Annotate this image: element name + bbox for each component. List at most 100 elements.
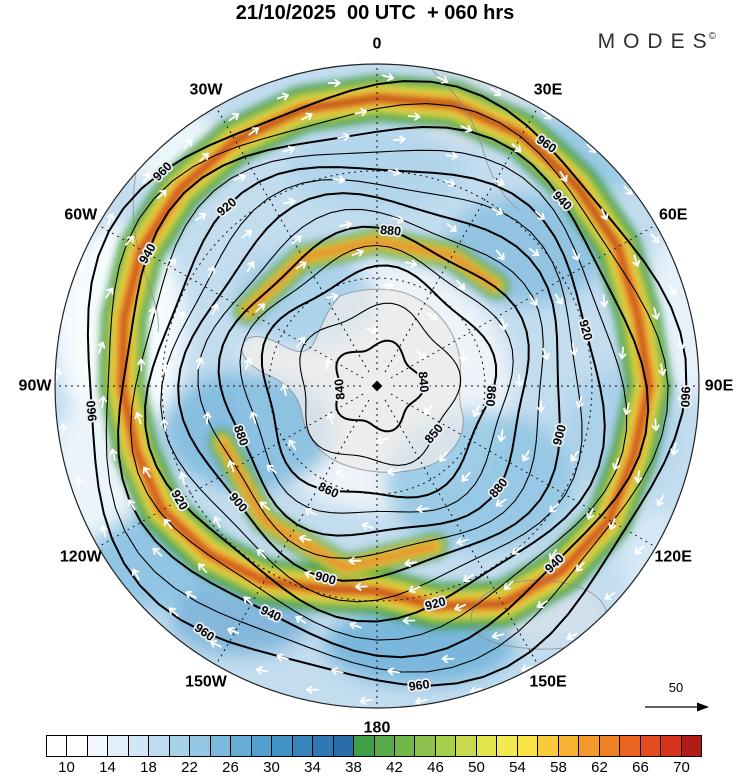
wind-arrow xyxy=(194,212,207,221)
colorbar-tick-label: 50 xyxy=(468,759,485,776)
contour-label: 840 xyxy=(332,378,348,400)
wind-arrow-glyph xyxy=(327,78,341,88)
wind-arrow xyxy=(197,563,208,574)
wind-arrow-glyph xyxy=(148,307,157,320)
wind-arrow xyxy=(423,404,434,415)
colorbar-cell xyxy=(251,736,273,756)
longitude-label: 30E xyxy=(534,81,563,98)
wind-arrow xyxy=(566,632,579,641)
wind-arrow-glyph xyxy=(541,347,550,360)
wind-arrow-glyph xyxy=(586,507,595,520)
wind-arrow-glyph xyxy=(548,548,557,561)
wind-arrow-glyph xyxy=(436,76,449,84)
wind-arrow-glyph xyxy=(387,467,400,476)
wind-arrow-glyph xyxy=(499,317,508,331)
wind-arrow xyxy=(570,450,579,462)
wind-arrow xyxy=(301,112,313,121)
wind-arrow xyxy=(623,185,633,196)
wind-arrow-glyph xyxy=(304,570,317,579)
colorbar-tick-label: 14 xyxy=(99,759,116,776)
wind-arrow xyxy=(298,534,312,543)
wind-arrow xyxy=(402,616,416,625)
wind-arrow-glyph xyxy=(554,293,563,305)
wind-arrow-glyph xyxy=(404,559,417,568)
wind-arrow xyxy=(612,457,621,471)
longitude-label: 0 xyxy=(373,36,382,53)
wind-arrow-glyph xyxy=(259,501,270,511)
wind-arrow xyxy=(559,171,568,183)
contour-line xyxy=(86,80,688,687)
wind-arrow-glyph xyxy=(354,582,368,591)
wind-arrow xyxy=(99,525,108,538)
wind-arrow xyxy=(243,596,254,606)
colorbar-tick-labels: 10 14 18 22 26 30 34 38 42 46 50 54 58 62 66 70 xyxy=(46,759,702,779)
wind-arrow-glyph xyxy=(604,592,616,601)
wind-arrow xyxy=(163,518,173,529)
wind-arrow xyxy=(454,603,467,612)
wind-arrow xyxy=(259,501,270,511)
colorbar-cell xyxy=(210,736,232,756)
wind-arrow-glyph xyxy=(354,108,368,117)
wind-arrow-glyph xyxy=(296,336,306,348)
longitude-label: 90W xyxy=(19,378,53,395)
wind-arrow xyxy=(283,197,296,206)
wind-arrow xyxy=(634,545,645,555)
wind-arrow-glyph xyxy=(461,471,471,482)
contour-line xyxy=(239,244,514,514)
wind-arrow-glyph xyxy=(78,260,87,273)
wind-arrow-glyph xyxy=(335,470,347,479)
wind-arrow-glyph xyxy=(521,450,530,462)
wind-arrow-glyph xyxy=(495,498,507,507)
colorbar-cell xyxy=(476,736,498,756)
wind-arrow-glyph xyxy=(570,450,579,462)
colorbar xyxy=(46,735,702,757)
wind-arrow-glyph xyxy=(439,451,448,463)
wind-arrow-glyph xyxy=(515,374,524,387)
wind-arrow xyxy=(183,139,193,150)
wind-arrow-glyph xyxy=(381,281,394,290)
wind-arrow-glyph xyxy=(161,362,170,376)
wind-arrow xyxy=(137,358,146,372)
wind-arrow xyxy=(575,561,585,572)
wind-arrow xyxy=(142,466,151,478)
wind-arrow xyxy=(651,307,660,320)
wind-arrow-glyph xyxy=(402,616,416,625)
wind-arrow-glyph xyxy=(255,303,266,313)
wind-reference: 50 xyxy=(645,680,709,712)
brand-text: MODES xyxy=(597,30,715,53)
wind-arrow xyxy=(339,220,353,229)
wind-arrow xyxy=(529,294,538,306)
wind-arrow-glyph xyxy=(109,448,118,462)
contour-line xyxy=(177,192,561,582)
wind-arrow-glyph xyxy=(209,640,222,648)
wind-arrow xyxy=(491,207,504,216)
wind-arrow xyxy=(359,696,373,705)
wind-arrow xyxy=(632,254,641,267)
wind-arrow xyxy=(168,607,179,617)
colorbar-cell xyxy=(681,736,701,756)
contour-line xyxy=(117,125,650,659)
wind-arrow xyxy=(125,235,135,246)
wind-arrow-glyph xyxy=(332,175,346,184)
wind-arrow xyxy=(296,336,306,348)
wind-arrow xyxy=(376,435,389,444)
wind-arrow-glyph xyxy=(301,112,313,121)
wind-arrow xyxy=(203,411,212,425)
wind-arrow-glyph xyxy=(668,284,677,296)
wind-arrow-glyph xyxy=(266,464,277,474)
wind-arrow xyxy=(354,582,368,591)
wind-arrow xyxy=(78,260,87,273)
wind-arrow-glyph xyxy=(142,466,151,478)
wind-arrow-glyph xyxy=(387,168,401,177)
colorbar-tick-label: 38 xyxy=(345,759,362,776)
colorbar-tick-label: 58 xyxy=(550,759,567,776)
wind-arrow xyxy=(199,152,210,162)
colorbar-cell xyxy=(640,736,662,756)
wind-arrow xyxy=(499,317,508,331)
wind-arrow-glyph xyxy=(298,534,312,543)
wind-arrow xyxy=(152,547,163,557)
wind-arrow xyxy=(244,358,252,371)
contour-line xyxy=(197,208,544,559)
wind-arrow xyxy=(461,471,471,482)
wind-arrow xyxy=(650,233,660,244)
